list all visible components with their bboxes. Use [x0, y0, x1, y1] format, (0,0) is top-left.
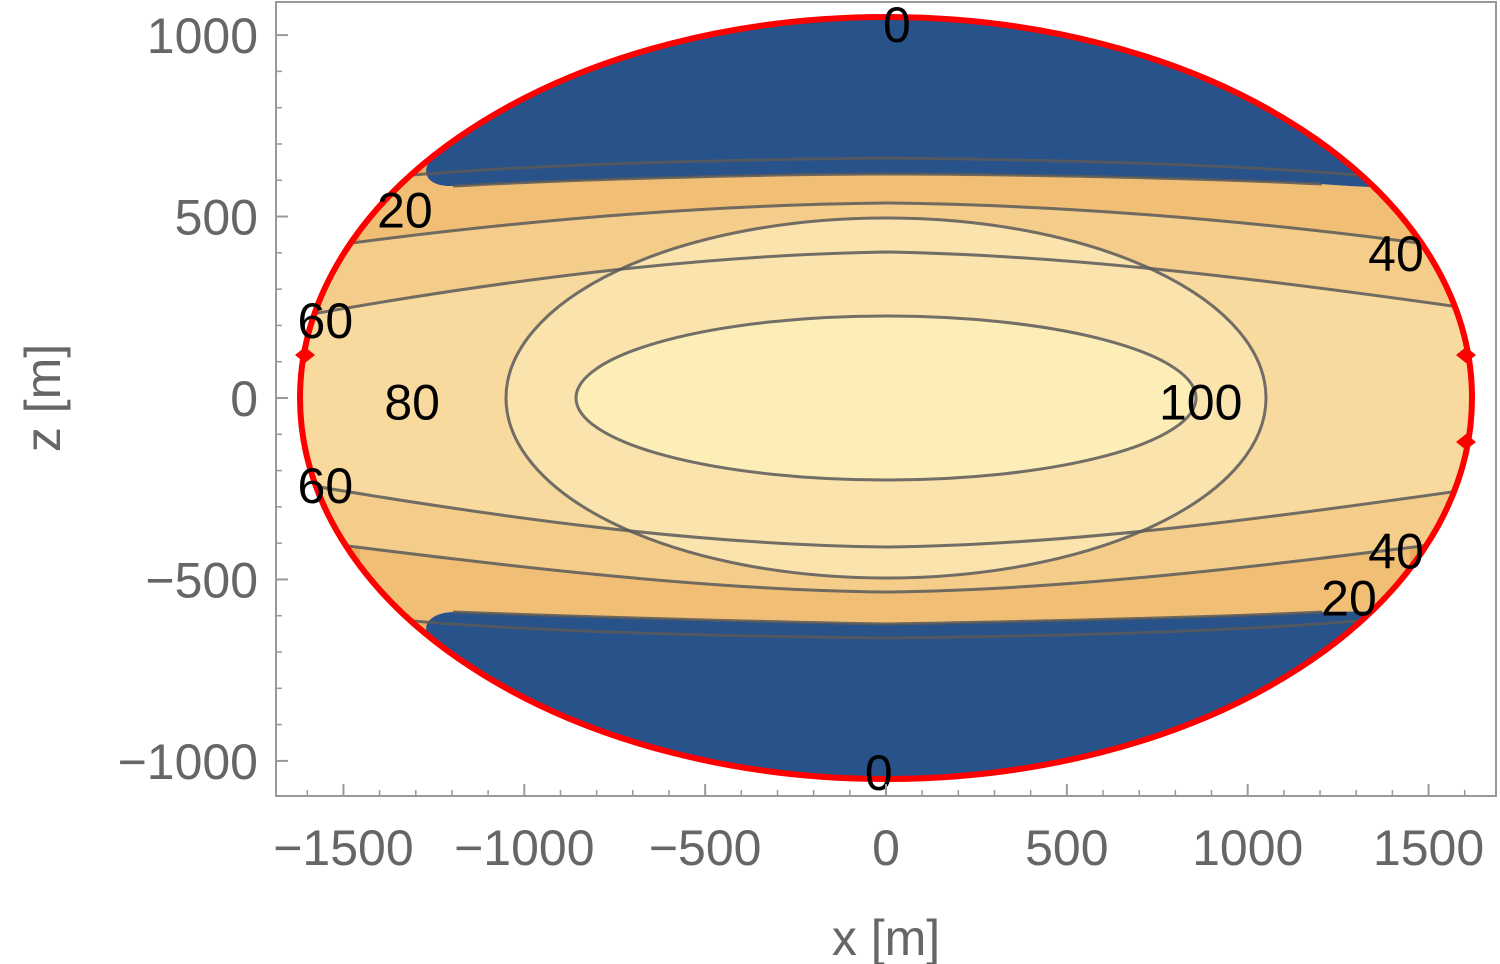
x-tick-label: 1500 — [1373, 820, 1484, 876]
contour-line-0-bottom — [452, 610, 1323, 626]
x-tick-label: 0 — [872, 820, 900, 876]
contour-line-40-top — [300, 201, 1471, 252]
x-tick-label: −1500 — [273, 820, 413, 876]
y-tick-label: −1000 — [118, 734, 258, 790]
contour-fills — [300, 17, 1472, 779]
x-axis: −1500 −1000 −500 0 500 1000 1500 — [273, 784, 1484, 876]
contour-label: 0 — [865, 745, 893, 801]
contour-label: 60 — [298, 293, 354, 349]
boundary-arrow-marker — [1456, 347, 1476, 363]
y-tick-label: 0 — [230, 371, 258, 427]
contour-lines — [300, 156, 1472, 640]
contour-line-20-bottom — [359, 614, 1411, 640]
y-tick-label: −500 — [145, 552, 258, 608]
y-axis-title: z [m] — [15, 344, 71, 452]
x-tick-label: 1000 — [1192, 820, 1303, 876]
contour-label: 40 — [1368, 523, 1424, 579]
contour-label: 20 — [1321, 571, 1377, 627]
contour-line-40-bottom — [300, 538, 1471, 594]
contour-label: 80 — [384, 375, 440, 431]
contour-label: 60 — [298, 458, 354, 514]
contour-label: 20 — [377, 182, 433, 238]
y-tick-label: 1000 — [147, 8, 258, 64]
contour-label: 0 — [883, 0, 911, 53]
boundary-arrow-marker — [295, 347, 315, 363]
x-tick-label: −500 — [649, 820, 762, 876]
contour-line-80 — [504, 216, 1268, 580]
y-tick-label: 500 — [175, 190, 258, 246]
contour-line-60-top — [300, 250, 1472, 320]
boundary-markers — [295, 347, 1476, 450]
contour-line-100 — [574, 314, 1198, 482]
boundary-ellipse — [297, 14, 1475, 782]
contour-line-0-top — [452, 172, 1323, 188]
fill-region-top — [576, 316, 1196, 480]
contour-line-60-bottom — [300, 480, 1472, 549]
x-tick-label: −1000 — [454, 820, 594, 876]
boundary-arrow-marker — [1456, 434, 1476, 450]
y-axis: −1000 −500 0 500 1000 — [118, 8, 288, 790]
contour-label: 40 — [1368, 226, 1424, 282]
contour-label: 100 — [1159, 375, 1242, 431]
contour-line-20-top — [359, 156, 1411, 182]
x-tick-label: 500 — [1025, 820, 1108, 876]
x-axis-title: x [m] — [832, 910, 940, 964]
